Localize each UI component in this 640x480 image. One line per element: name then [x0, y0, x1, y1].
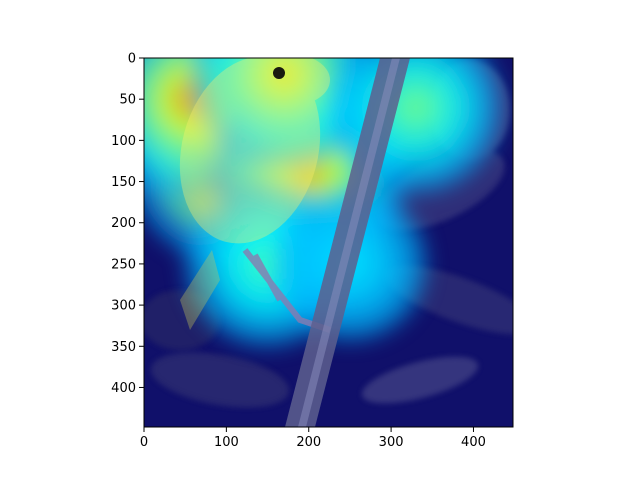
- x-axis: 0 100 200 300 400: [140, 427, 486, 450]
- bird-eye: [273, 67, 285, 79]
- x-tick-label: 300: [379, 435, 404, 450]
- y-axis: 0 50 100 150 200 250 300 350 400: [111, 52, 144, 396]
- x-tick-label: 0: [140, 435, 148, 450]
- y-tick-label: 100: [111, 134, 136, 149]
- x-tick-label: 200: [296, 435, 321, 450]
- heat-blob: [190, 58, 379, 169]
- y-tick-label: 200: [111, 216, 136, 231]
- bird-silhouette: [179, 58, 330, 330]
- y-tick-label: 0: [128, 52, 136, 67]
- y-tick-label: 250: [111, 257, 136, 272]
- y-tick-label: 400: [111, 381, 136, 396]
- heat-ring: [398, 90, 433, 125]
- y-tick-label: 300: [111, 299, 136, 314]
- branch-highlight: [298, 58, 400, 427]
- x-tick-label: 400: [461, 435, 486, 450]
- plot-area: [144, 58, 513, 427]
- y-tick-label: 50: [119, 93, 136, 108]
- x-tick-label: 100: [214, 435, 239, 450]
- y-tick-label: 350: [111, 340, 136, 355]
- plot-frame: [143, 57, 514, 428]
- y-tick-label: 150: [111, 175, 136, 190]
